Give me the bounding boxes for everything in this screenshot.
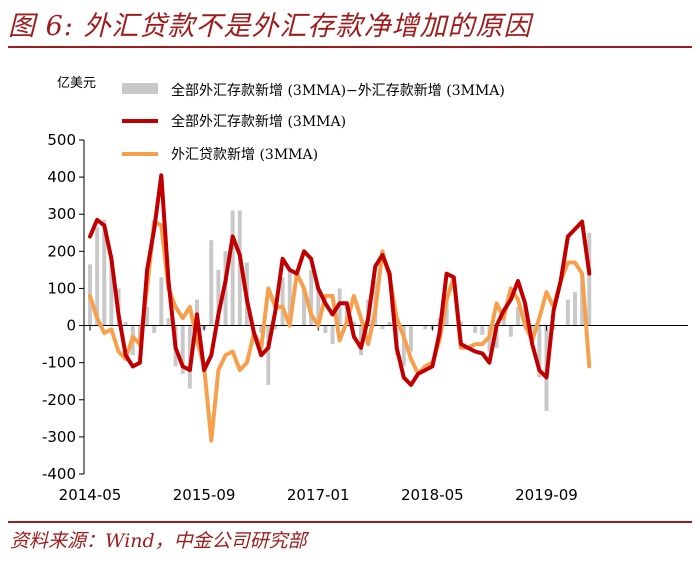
diff-bar: [159, 277, 164, 326]
diff-bar: [323, 325, 328, 333]
diff-bar: [216, 269, 221, 326]
unit-label: 亿美元: [57, 76, 96, 91]
diff-bar: [259, 325, 264, 333]
diff-bar: [230, 210, 235, 326]
diff-bar: [273, 325, 278, 330]
y-tick-label: 0: [66, 317, 76, 335]
diff-bar: [409, 325, 413, 352]
diff-bar: [330, 325, 335, 345]
y-tick-label: 400: [47, 168, 76, 186]
diff-bar: [95, 227, 100, 326]
diff-bar: [309, 269, 314, 326]
diff-bar: [508, 325, 513, 337]
diff-bar: [145, 307, 150, 326]
diff-bar: [237, 210, 242, 326]
legend-total-label: 全部外汇存款新增 (3MMA): [171, 113, 346, 130]
diff-bar: [458, 321, 463, 326]
y-tick-label: -200: [42, 391, 76, 409]
diff-bar: [423, 325, 428, 330]
diff-bar: [494, 325, 499, 348]
bottom-rule: [8, 521, 692, 523]
diff-bar: [444, 299, 449, 326]
diff-bar: [152, 325, 157, 333]
x-ticks: 2014-05 2015-09 2017-01 2018-05 2019-09: [59, 325, 578, 504]
legend-diff-swatch: [122, 83, 158, 94]
diff-bar: [380, 325, 385, 330]
diff-bar: [266, 325, 271, 385]
legend-diff-label: 全部外汇存款新增 (3MMA)−外汇存款新增 (3MMA): [171, 82, 505, 99]
diff-bar: [337, 288, 342, 326]
chart: 500 400 300 200 100 0 -100 -200 -300 -400 2014-05…: [42, 76, 688, 504]
y-tick-label: -400: [42, 465, 76, 483]
y-tick-label: 300: [47, 205, 76, 223]
x-tick-label: 2019-09: [515, 486, 578, 504]
diff-bar: [209, 240, 214, 326]
diff-bar: [180, 325, 185, 374]
y-tick-label: 100: [47, 279, 76, 297]
diff-bar: [530, 325, 535, 330]
y-tick-label: -100: [42, 354, 76, 372]
diff-bar: [565, 299, 570, 326]
diff-bar: [109, 255, 114, 326]
source-note: 资料来源：Wind，中金公司研究部: [10, 530, 307, 552]
figure-title: 图 6: 外汇贷款不是外汇存款净增加的原因: [8, 11, 532, 42]
legend-loans-label: 外汇贷款新增 (3MMA): [171, 147, 318, 163]
diff-bar: [166, 318, 171, 326]
diff-bar: [401, 325, 406, 367]
x-tick-label: 2014-05: [59, 486, 122, 504]
diff-bar: [501, 318, 506, 326]
diff-bar: [316, 288, 321, 326]
diff-bar: [480, 325, 485, 335]
diff-bar: [351, 321, 356, 326]
x-tick-label: 2017-01: [287, 486, 350, 504]
diff-bar: [123, 321, 128, 326]
y-tick-label: -300: [42, 428, 76, 446]
diff-bar: [587, 232, 592, 326]
y-tick-label: 200: [47, 242, 76, 260]
diff-bar: [573, 292, 577, 326]
diff-bar: [537, 325, 542, 378]
total-line: [88, 173, 592, 387]
diff-bar: [280, 277, 285, 326]
x-tick-label: 2015-09: [173, 486, 236, 504]
diff-bar: [515, 307, 520, 326]
diff-bar: [102, 219, 107, 326]
legend: 全部外汇存款新增 (3MMA)−外汇存款新增 (3MMA) 全部外汇存款新增 (…: [122, 82, 505, 163]
y-tick-label: 500: [47, 131, 76, 149]
title-rule: [8, 46, 692, 48]
diff-bar: [387, 321, 392, 326]
diff-bar: [473, 325, 478, 333]
diff-bar: [302, 288, 306, 326]
diff-bar: [287, 269, 292, 326]
x-tick-label: 2018-05: [401, 486, 464, 504]
y-ticks: 500 400 300 200 100 0 -100 -200 -300 -400: [42, 131, 84, 483]
